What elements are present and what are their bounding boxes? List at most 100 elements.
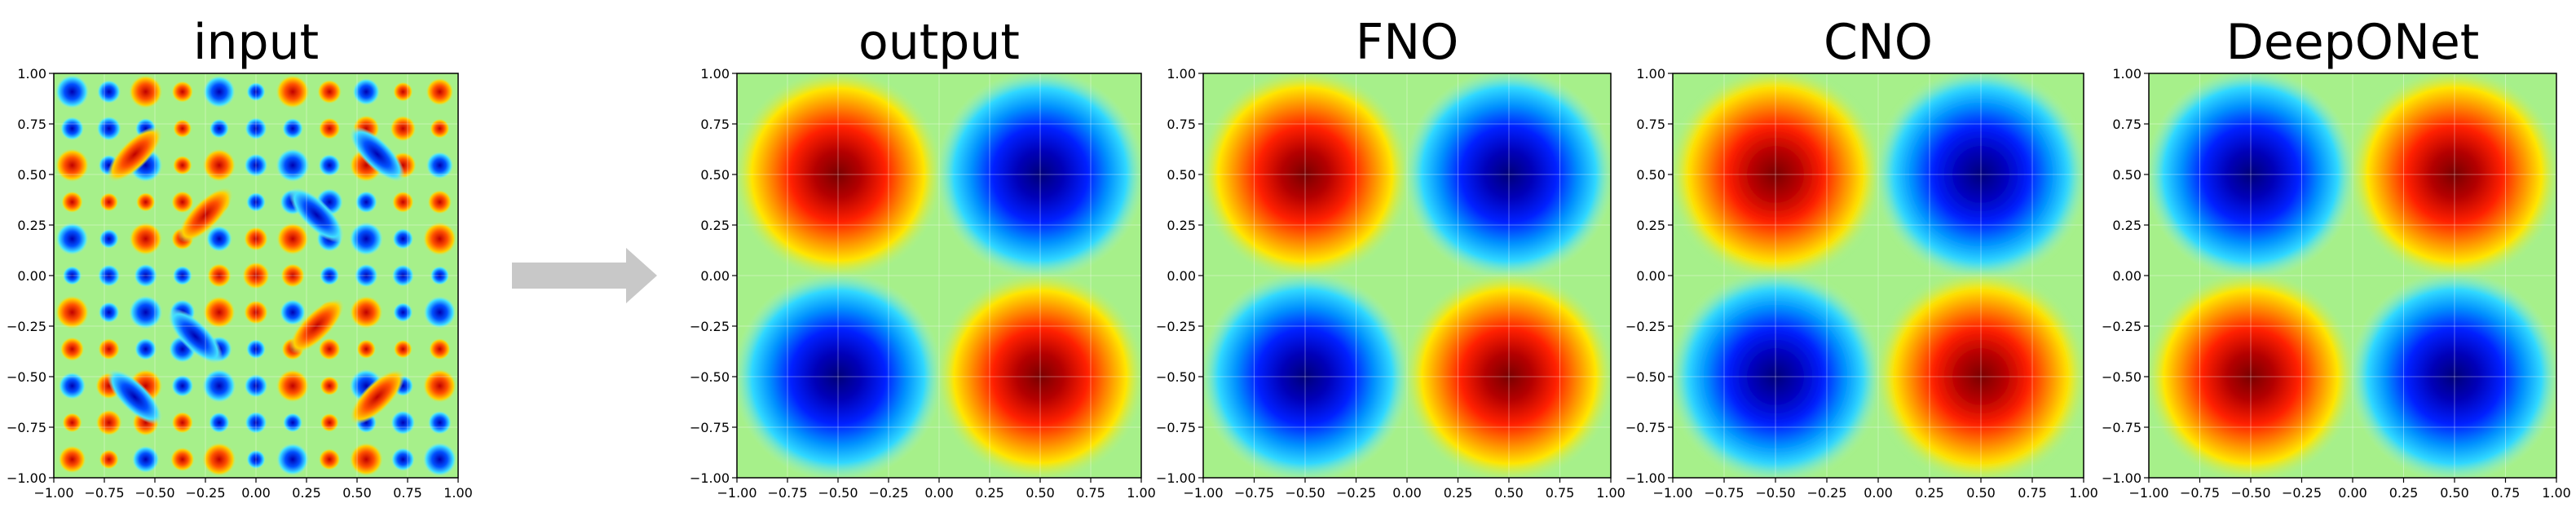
- pattern-blob: [426, 151, 454, 179]
- peak-positive: [737, 73, 943, 280]
- pattern-blob: [430, 118, 450, 139]
- x-tick-label: −0.50: [818, 485, 858, 501]
- pattern-blob: [171, 374, 194, 397]
- pattern-band: [289, 298, 345, 354]
- pattern-blob: [280, 263, 306, 288]
- x-tick-label: −1.00: [717, 485, 756, 501]
- y-tick-label: −1.00: [1156, 470, 1196, 486]
- x-tick-label: −0.25: [868, 485, 908, 501]
- y-tick-label: 0.50: [1167, 167, 1196, 183]
- pattern-blob: [241, 261, 271, 290]
- panel-input: input −1.00 −0.75 −0.50 −0.25 0.00 0.25 0.50 0.7…: [7, 14, 473, 501]
- y-tick-label: 1.00: [17, 66, 46, 82]
- pattern-blob: [422, 442, 457, 477]
- x-tick-label: −0.25: [1336, 485, 1376, 501]
- x-tick-label: −0.75: [1234, 485, 1274, 501]
- panel-title: CNO: [1824, 14, 1933, 71]
- y-tick-label: −1.00: [2102, 470, 2142, 486]
- x-tick-label: 1.00: [1127, 485, 1156, 501]
- pattern-blob: [393, 339, 412, 359]
- x-tick-label: 0.50: [1494, 485, 1524, 501]
- x-tick-label: 0.25: [975, 485, 1004, 501]
- pattern-blob: [206, 263, 232, 288]
- x-tick-label: 0.50: [1966, 485, 1996, 501]
- pattern-blob: [244, 373, 268, 398]
- pattern-blob: [55, 295, 90, 329]
- heatmap: [737, 73, 1141, 478]
- pattern-blob: [422, 369, 457, 404]
- peak-negative: [1873, 73, 2084, 282]
- pattern-blob: [58, 445, 86, 474]
- pattern-blob: [97, 80, 121, 104]
- heatmap: [1673, 73, 2084, 478]
- pattern-band: [289, 187, 345, 243]
- x-tick-label: −0.50: [1755, 485, 1795, 501]
- pattern-blob: [318, 338, 341, 360]
- x-tick-label: −1.00: [1183, 485, 1223, 501]
- pattern-blob: [318, 117, 341, 140]
- pattern-blob: [173, 119, 192, 139]
- pattern-blob: [280, 299, 307, 326]
- x-tick-label: −1.00: [1652, 485, 1692, 501]
- pattern-blob: [62, 413, 82, 433]
- y-tick-label: 0.75: [17, 117, 46, 132]
- pattern-blob: [62, 266, 82, 285]
- x-tick-label: −0.25: [185, 485, 225, 501]
- y-tick-label: −0.50: [7, 369, 46, 385]
- pattern-blob: [426, 77, 454, 106]
- pattern-blob: [95, 409, 122, 436]
- x-tick-label: 0.00: [1864, 485, 1893, 501]
- pattern-blob: [171, 191, 194, 214]
- pattern-blob: [276, 74, 310, 109]
- x-tick-label: 0.50: [2440, 485, 2469, 501]
- peak-negative: [2149, 73, 2357, 280]
- y-tick-label: 1.00: [700, 66, 730, 82]
- pattern-blob: [96, 116, 121, 141]
- pattern-blob: [390, 410, 416, 435]
- pattern-blob: [128, 74, 163, 109]
- x-tick-label: −1.00: [33, 485, 73, 501]
- y-tick-label: 0.25: [2112, 218, 2142, 233]
- x-tick-label: 0.00: [241, 485, 271, 501]
- panel-cno: CNO −1.00 −0.75 −0.50 −0.25 0.00 0.25 0.50 0.75 1…: [1625, 14, 2098, 501]
- pattern-blob: [55, 74, 90, 109]
- x-tick-label: −0.75: [84, 485, 124, 501]
- pattern-blob: [427, 410, 452, 435]
- pattern-blob: [58, 372, 86, 400]
- pattern-blob: [60, 117, 85, 141]
- peak-positive: [1673, 73, 1883, 282]
- x-tick-label: −0.25: [1806, 485, 1846, 501]
- pattern-blob: [320, 265, 340, 286]
- x-tick-label: 0.25: [292, 485, 321, 501]
- y-tick-label: −0.25: [690, 319, 730, 334]
- panel-fno: FNO −1.00 −0.75 −0.50 −0.25 0.00 0.25 0.50 0.75 1…: [1156, 14, 1625, 501]
- x-tick-label: 0.75: [1076, 485, 1105, 501]
- x-tick-label: −0.50: [1285, 485, 1325, 501]
- pattern-blob: [393, 82, 413, 102]
- y-tick-label: −0.75: [1625, 420, 1665, 435]
- x-tick-label: 0.75: [393, 485, 422, 501]
- y-tick-label: −0.75: [2102, 420, 2142, 435]
- x-tick-label: 0.50: [1026, 485, 1055, 501]
- y-tick-label: −0.50: [2102, 369, 2142, 385]
- panel-deeponet: DeepONet −1.00 −0.75 −0.50 −0.25 0.00 0.25 0.50…: [2102, 14, 2571, 501]
- pattern-blob: [245, 339, 267, 360]
- x-tick-label: −0.75: [1704, 485, 1744, 501]
- y-tick-label: 0.75: [700, 117, 730, 132]
- x-tick-label: 0.00: [924, 485, 954, 501]
- y-tick-label: 0.50: [2112, 167, 2142, 183]
- peak-positive: [935, 271, 1141, 478]
- pattern-blob: [318, 448, 341, 470]
- peak-positive: [2349, 73, 2556, 280]
- pattern-blob: [208, 412, 230, 434]
- peak-positive: [2149, 271, 2357, 478]
- y-tick-label: 0.00: [2112, 268, 2142, 284]
- y-tick-label: −1.00: [1625, 470, 1665, 486]
- peak-negative: [2349, 271, 2556, 478]
- y-tick-label: 0.00: [17, 268, 46, 284]
- pattern-blob: [390, 115, 417, 142]
- y-tick-label: 1.00: [2112, 66, 2142, 82]
- pattern-blob: [317, 79, 342, 104]
- pattern-blob: [98, 302, 120, 324]
- pattern-blob: [172, 155, 192, 175]
